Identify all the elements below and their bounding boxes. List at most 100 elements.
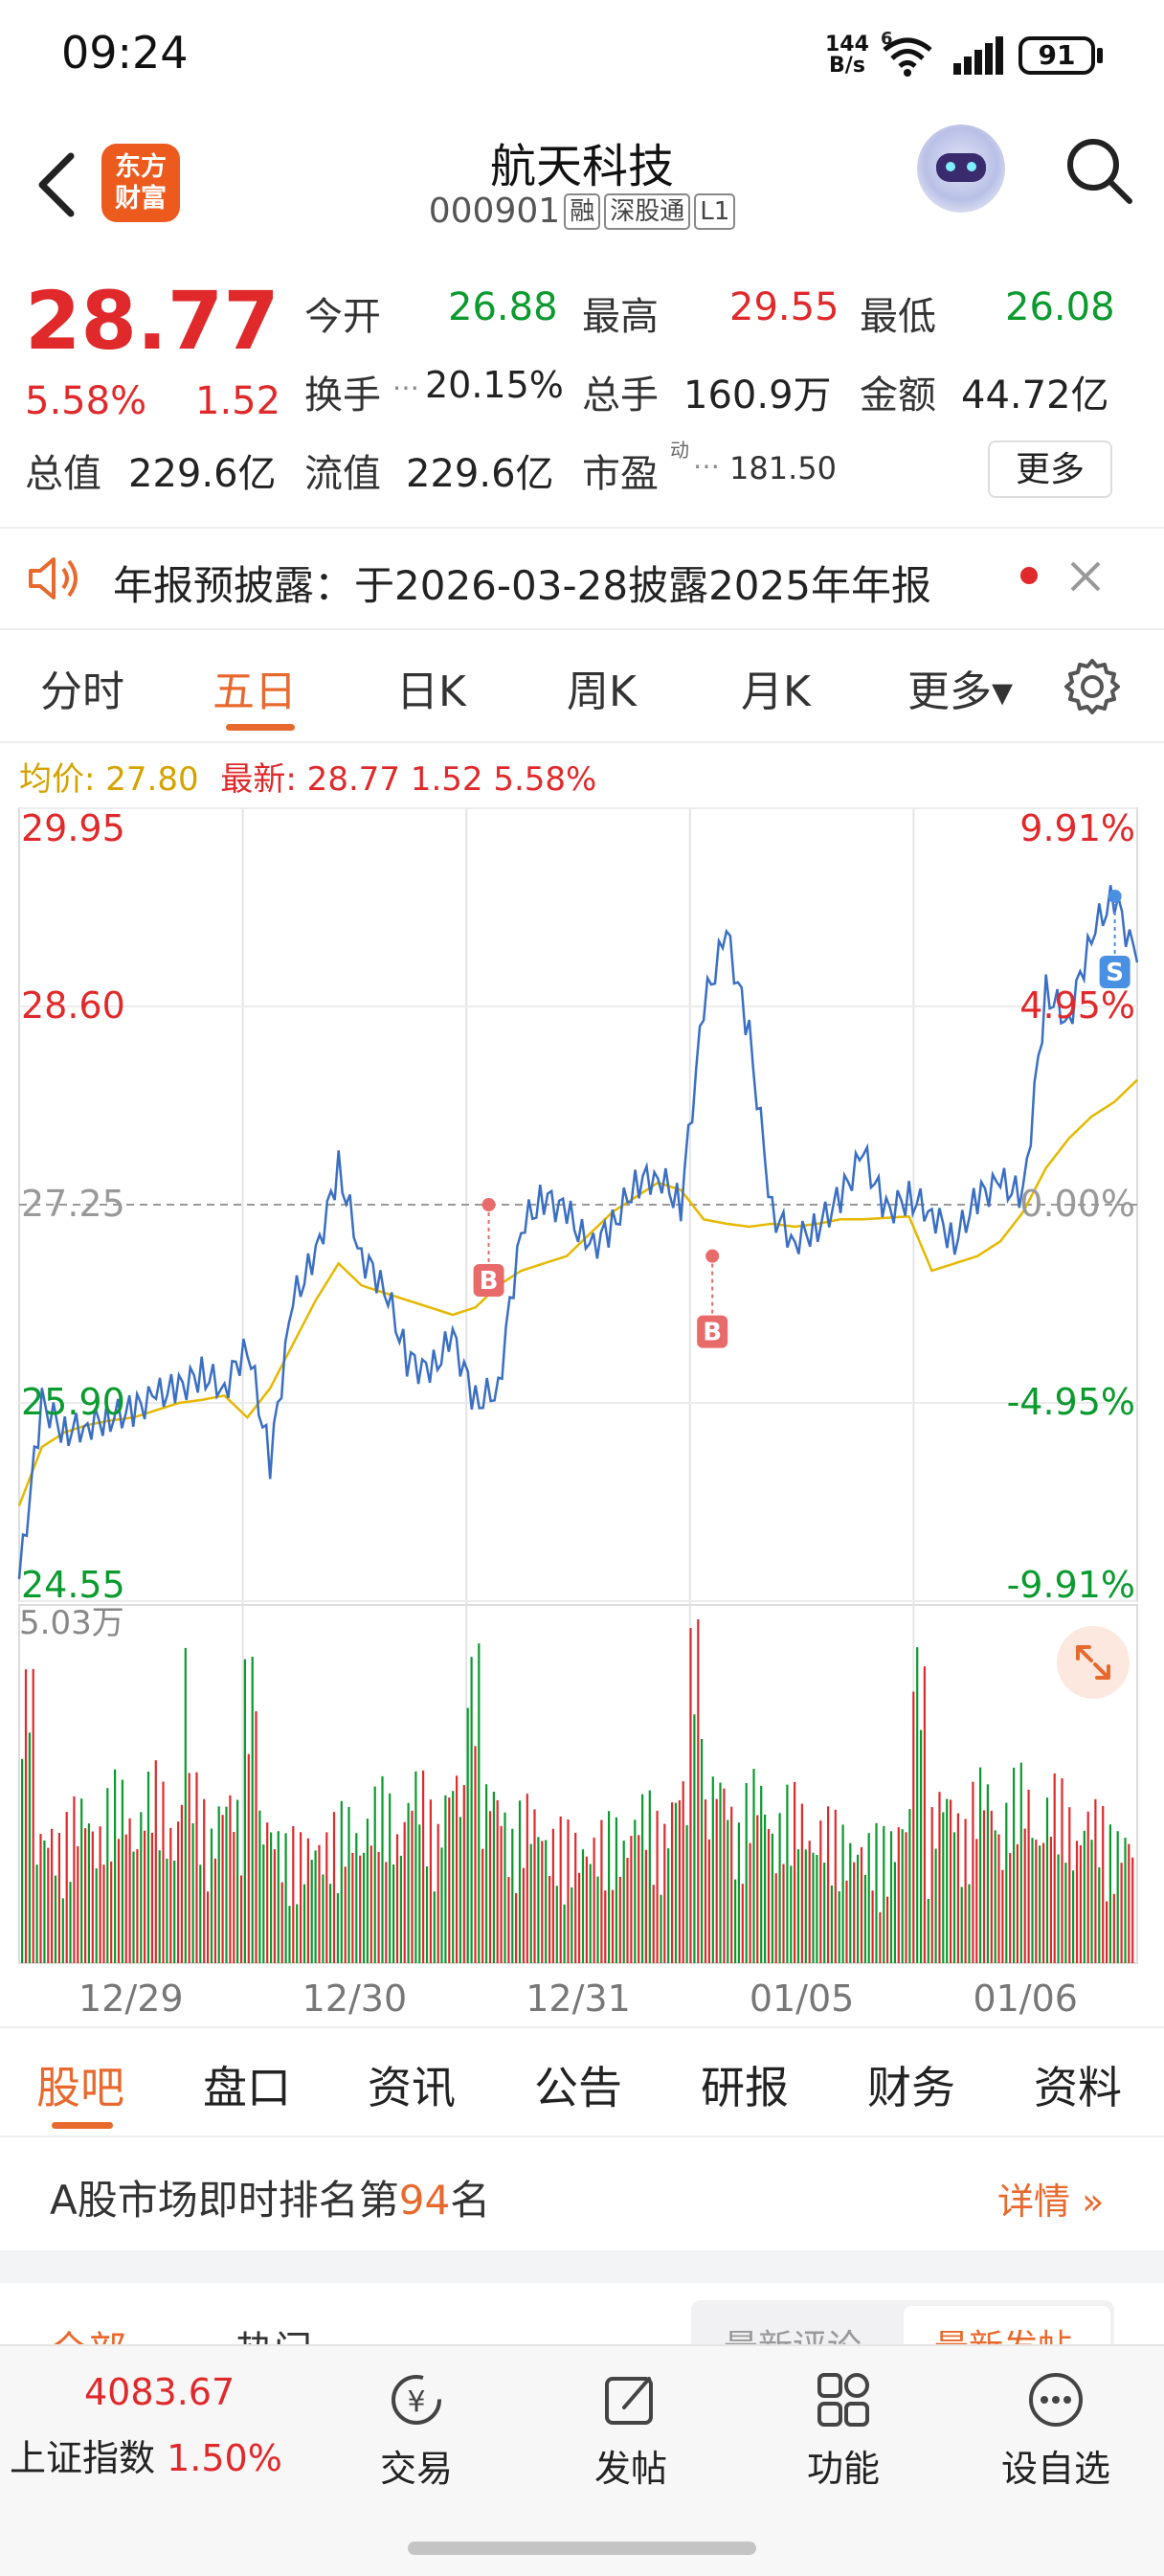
volume-bar [1064,1863,1067,1963]
tab-research[interactable]: 研报 [701,2062,789,2113]
gear-icon[interactable] [1063,657,1122,716]
bottom-nav: 4083.67 上证指数 1.50% ¥ 交易 发帖 功能 设自选 [0,2344,1164,2576]
volume-bar [1039,1845,1041,1963]
tag-level: L1 [694,192,736,230]
five-day-chart[interactable]: B B S 29.95 9.91% 28.60 4.95% 27.25 0.00% 25.90 -… [0,737,1164,2026]
tab-monthly-k[interactable]: 月K [741,667,811,716]
volume-bar [693,1714,696,1963]
volume-bar [796,1849,800,1963]
tab-profile[interactable]: 资料 [1034,2062,1122,2113]
status-bar: 09:24 144 B/s 6 91 [0,0,1164,105]
volume-bar [351,1852,354,1963]
volume-bar [407,1802,410,1963]
tab-guba[interactable]: 股吧 [36,2062,124,2113]
index-value[interactable]: 4083.67 [84,2371,235,2413]
close-icon[interactable] [1066,557,1105,596]
volume-bar [158,1850,161,1963]
volume-bar [704,1799,707,1963]
volume-bar [314,1850,317,1963]
volume-bar [964,1819,967,1963]
volume-bar [800,1803,803,1963]
stock-name: 航天科技 [489,140,674,193]
volume-bar [1075,1841,1079,1963]
nav-add-watchlist[interactable]: 设自选 [984,2369,1128,2492]
volume-bar [363,1852,366,1963]
volume-bar [663,1823,666,1963]
volume-bar [440,1847,443,1963]
tab-weekly-k[interactable]: 周K [567,667,637,716]
info-icon[interactable]: ⋯ [392,372,419,403]
volume-bar [229,1795,232,1963]
tab-more[interactable]: 更多▾ [907,667,1014,716]
more-button[interactable]: 更多 [988,441,1112,498]
volume-bar [188,1773,190,1963]
volume-bar [689,1628,692,1963]
volume-bar [39,1834,42,1963]
x-tick-label: 01/05 [750,1977,855,2020]
tab-intraday[interactable]: 分时 [40,667,124,716]
volume-bar [834,1809,837,1963]
home-indicator[interactable] [408,2542,756,2555]
signal-badge: 6 [881,29,893,49]
tab-news[interactable]: 资讯 [368,2062,456,2113]
volume-bar [730,1806,733,1963]
volume-bar [771,1833,773,1963]
volume-bar [173,1860,176,1963]
app-logo[interactable]: 东方 财富 [101,144,180,222]
volume-bar [347,1807,350,1963]
volume-bar [1083,1830,1086,1963]
volume-bar [239,1875,243,1963]
y-tick-left: 24.55 [21,1564,125,1606]
volume-bar [975,1839,978,1963]
notice-bar[interactable]: 年报预披露：于2026-03-28披露2025年年报 [0,527,1164,630]
volume-bar [177,1821,180,1963]
volume-bar [124,1834,127,1963]
volume-bar [979,1767,982,1963]
volume-bar [28,1732,31,1963]
volume-bar [634,1819,637,1963]
volume-bar [912,1691,915,1963]
search-icon[interactable] [1063,134,1135,207]
market-rank-row[interactable]: A股市场即时排名第94名 详情 » [0,2134,1164,2250]
avg-price-line [17,1078,1138,1506]
volume-bar [366,1819,369,1963]
volume-bar [91,1831,94,1963]
volume-bars [21,1619,1134,1963]
robot-assistant-icon[interactable] [917,124,1005,213]
volume-bar [529,1843,532,1963]
nav-post[interactable]: 发帖 [559,2369,703,2492]
expand-icon[interactable] [1057,1626,1130,1699]
battery-icon: 91 [1018,36,1095,75]
tab-announcements[interactable]: 公告 [534,2062,622,2113]
volume-bar [1042,1842,1045,1963]
pe-sup: 动 [670,439,689,462]
volume-bar [819,1820,822,1963]
open-value: 26.88 [448,285,558,329]
volume-bar [767,1828,771,1963]
volume-bar [65,1812,68,1963]
info-icon-pe[interactable]: ⋯ [693,450,720,482]
change-amount: 1.52 [195,379,281,423]
volume-bar [114,1769,117,1963]
volume-bar [300,1832,302,1963]
volume-bar [927,1899,929,1963]
volume-bar [889,1831,893,1963]
index-row[interactable]: 上证指数 1.50% [10,2429,282,2481]
price-line [17,885,1139,1580]
chevron-left-icon[interactable] [33,151,80,218]
volume-bar [444,1795,447,1963]
nav-trade[interactable]: ¥ 交易 [345,2369,488,2492]
volume-bar [845,1880,848,1963]
volume-bar [1023,1828,1026,1963]
tab-five-day[interactable]: 五日 [213,667,297,716]
volume-bar [54,1875,57,1963]
volume-bar [195,1772,198,1963]
tab-pankou[interactable]: 盘口 [203,2062,291,2113]
tab-daily-k[interactable]: 日K [396,667,466,716]
tab-finance[interactable]: 财务 [867,2062,955,2113]
nav-functions[interactable]: 功能 [772,2369,915,2492]
volume-bar [258,1810,261,1963]
pe-label: 市盈 [582,452,659,496]
detail-link[interactable]: 详情 » [997,2181,1105,2223]
volume-bar [950,1799,952,1963]
